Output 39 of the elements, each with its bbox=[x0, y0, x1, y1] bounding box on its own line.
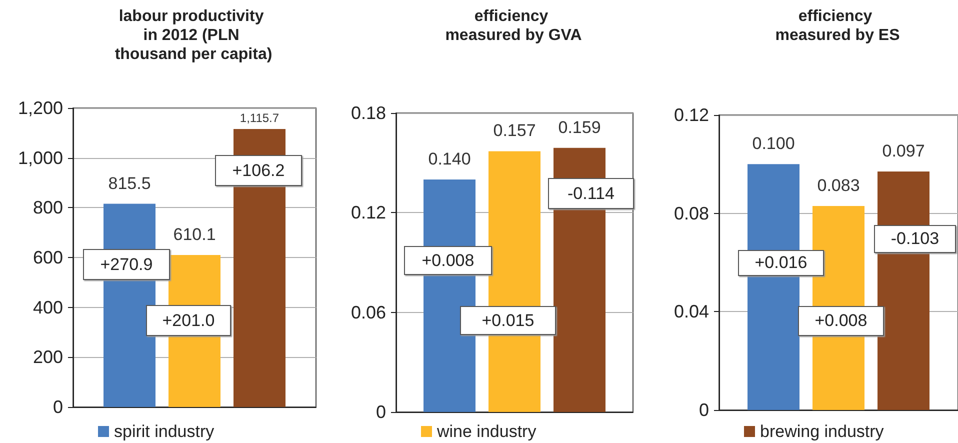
annotation: +201.0 bbox=[146, 305, 231, 336]
y-tick-label: 0 bbox=[52, 397, 63, 417]
y-tick-label: 0.06 bbox=[350, 302, 386, 322]
data-label: 610.1 bbox=[173, 224, 216, 244]
y-tick-label: 0 bbox=[376, 402, 386, 422]
data-label: 0.100 bbox=[752, 134, 795, 154]
data-label: 0.140 bbox=[428, 149, 471, 168]
legend-label: wine industry bbox=[436, 422, 537, 441]
y-tick-label: 0.18 bbox=[350, 103, 386, 123]
y-tick-label: 0.04 bbox=[674, 302, 709, 322]
data-label: 0.157 bbox=[493, 121, 536, 140]
chart-title: labour productivity in 2012 (PLN thousand per capita) bbox=[114, 8, 272, 63]
y-tick-label: 0 bbox=[698, 400, 709, 420]
legend-label: brewing industry bbox=[760, 422, 884, 441]
y-tick-label: 400 bbox=[32, 297, 63, 318]
y-tick-label: 1,200 bbox=[18, 98, 63, 118]
annotation: -0.103 bbox=[874, 225, 956, 253]
data-label: 0.159 bbox=[558, 118, 601, 137]
y-tick-label: 200 bbox=[32, 347, 63, 368]
annotation: +0.008 bbox=[798, 306, 884, 336]
data-label: 0.097 bbox=[882, 142, 925, 161]
y-tick-label: 0.12 bbox=[350, 202, 386, 223]
data-label: 0.083 bbox=[817, 176, 860, 195]
y-tick-label: 0.08 bbox=[674, 203, 709, 224]
annotation: +0.008 bbox=[404, 246, 492, 275]
chart-title: efficiency measured by ES bbox=[775, 8, 900, 44]
annotation: +106.2 bbox=[215, 155, 302, 186]
y-tick-label: 1,000 bbox=[18, 148, 63, 168]
chart-title: efficiency measured by GVA bbox=[445, 8, 582, 44]
annotation: +0.015 bbox=[460, 306, 556, 335]
y-tick-label: 600 bbox=[32, 248, 63, 268]
data-label: 1,115.7 bbox=[240, 111, 280, 126]
annotation: +270.9 bbox=[83, 249, 170, 280]
legend-label: spirit industry bbox=[114, 422, 215, 441]
annotation: +0.016 bbox=[738, 250, 824, 276]
y-tick-label: 800 bbox=[32, 198, 63, 218]
y-tick-label: 0.12 bbox=[674, 105, 709, 125]
annotation: -0.114 bbox=[548, 178, 634, 209]
data-label: 815.5 bbox=[108, 174, 151, 193]
